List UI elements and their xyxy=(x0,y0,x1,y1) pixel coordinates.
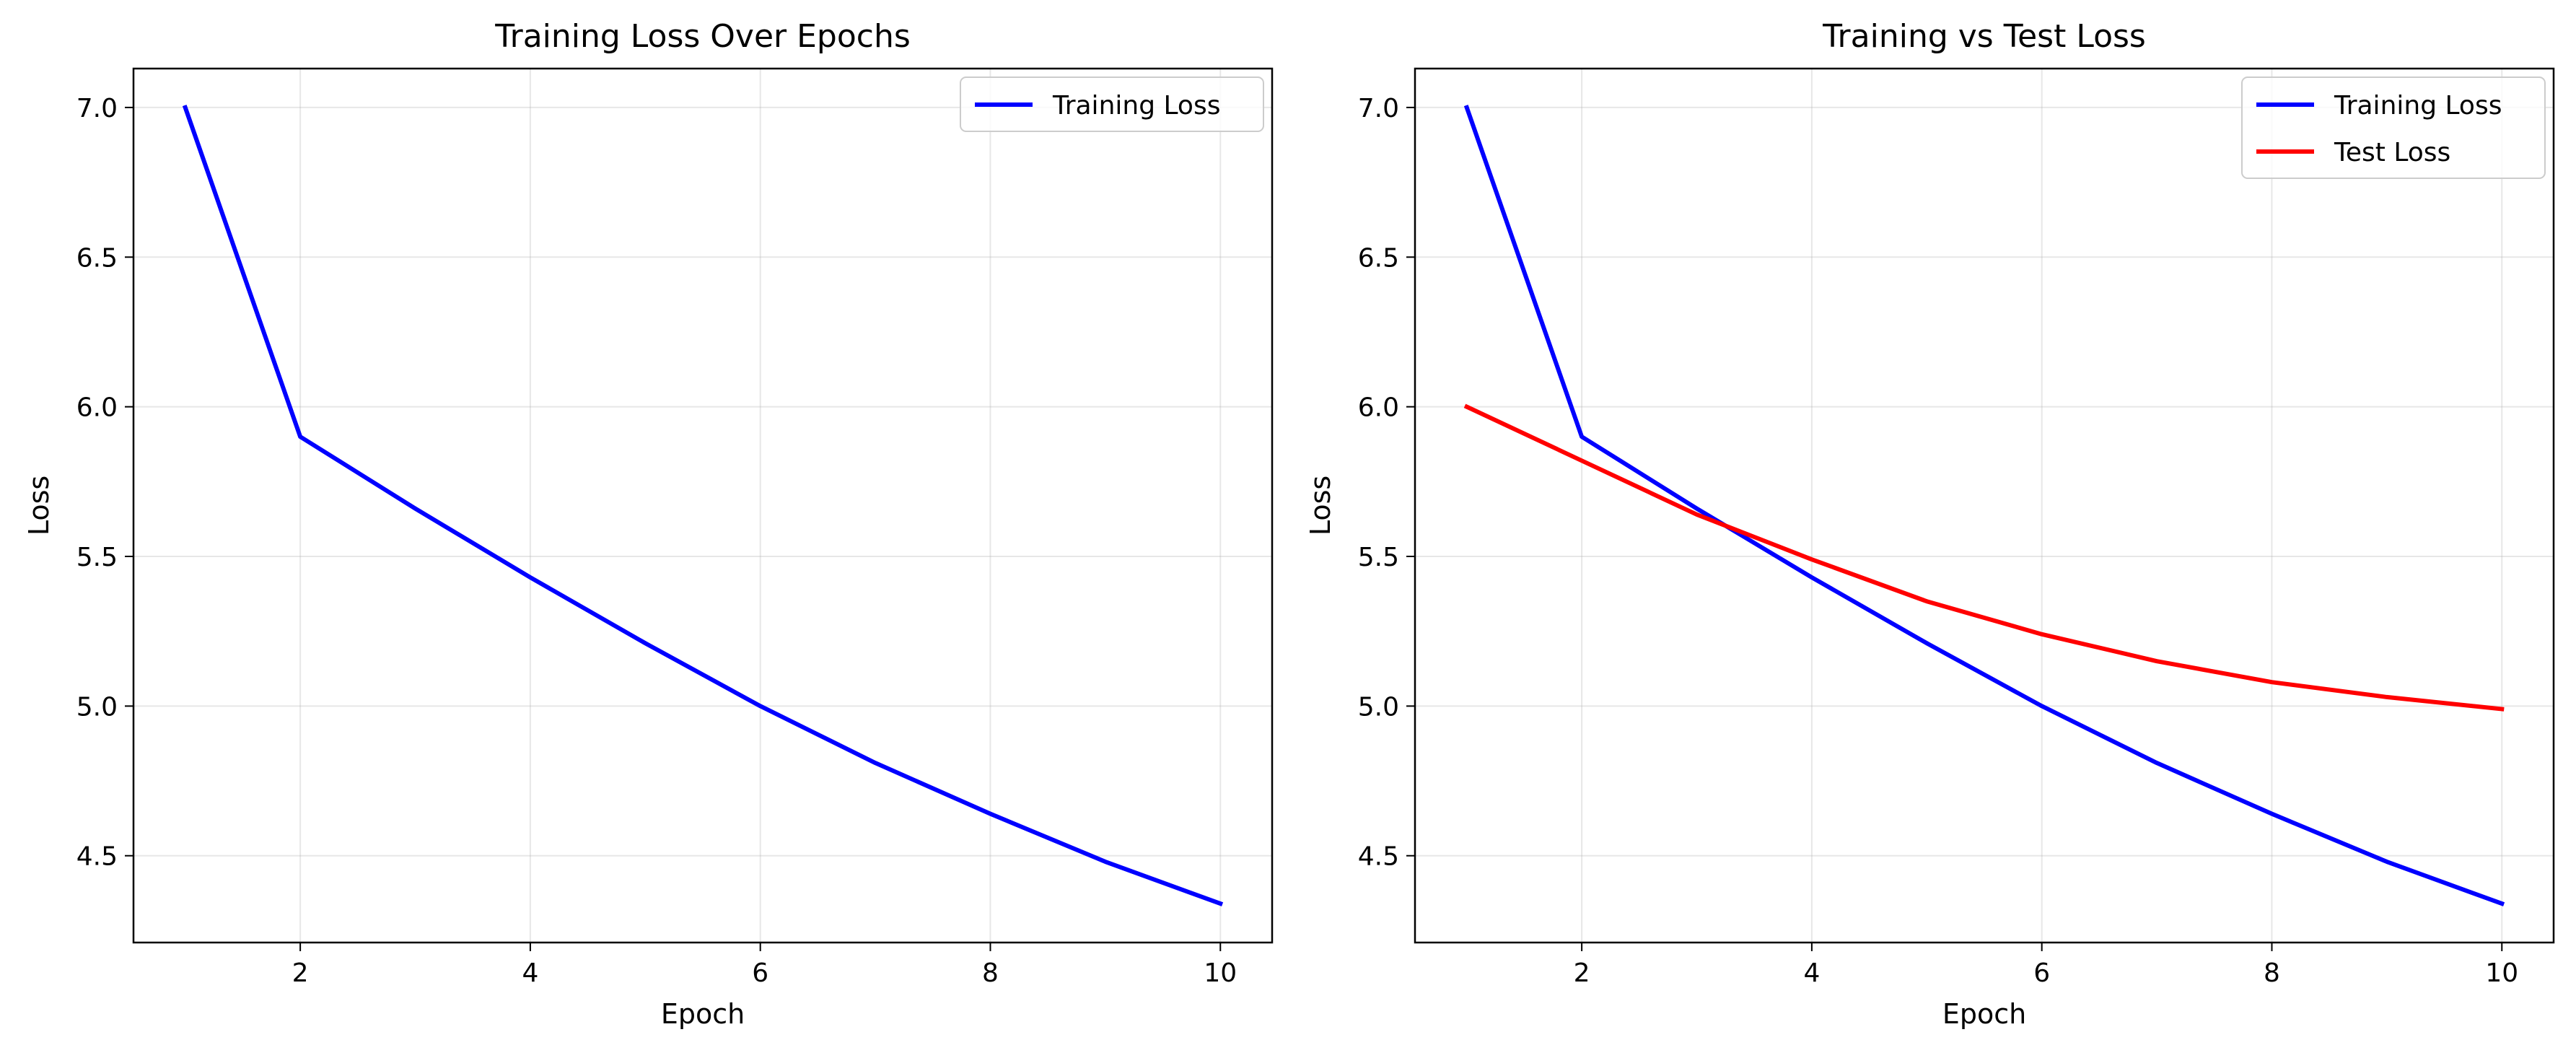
y-axis-label: Loss xyxy=(23,476,55,535)
right-chart-panel: 2 4 6 8 10 4.5 5.0 5.5 6.0 6.5 7.0 Training vs Test… xyxy=(1305,18,2555,1030)
legend-box xyxy=(960,76,1264,132)
legend-label: Test Loss xyxy=(2334,138,2450,167)
chart-title: Training vs Test Loss xyxy=(1822,18,2146,55)
legend: Training Loss Test Loss xyxy=(2241,76,2546,179)
legend-box xyxy=(2241,76,2546,179)
series-line-training-loss xyxy=(1463,105,2505,906)
x-tick-label: 10 xyxy=(2485,958,2518,988)
x-tick-label: 2 xyxy=(1574,958,1590,988)
y-tick-label: 7.0 xyxy=(76,94,118,123)
y-tick-label: 6.5 xyxy=(1358,243,1399,273)
x-tick-label: 10 xyxy=(1204,958,1237,988)
y-tick-label: 5.5 xyxy=(1358,543,1399,572)
y-tick-label: 6.0 xyxy=(1358,393,1399,423)
y-tick-label: 6.0 xyxy=(76,393,118,423)
x-tick-label: 6 xyxy=(752,958,768,988)
y-tick-label: 5.5 xyxy=(76,543,118,572)
series-line-test-loss xyxy=(1463,403,2505,712)
y-tick-label: 4.5 xyxy=(76,842,118,872)
y-tick-label: 4.5 xyxy=(1358,842,1399,872)
x-tick-label: 8 xyxy=(2264,958,2280,988)
y-tick-label: 7.0 xyxy=(1358,94,1399,123)
y-tick-label: 5.0 xyxy=(76,692,118,722)
x-tick-label: 4 xyxy=(1803,958,1820,988)
x-tick-label: 4 xyxy=(522,958,538,988)
axes-frame xyxy=(132,67,1274,944)
axes-frame xyxy=(1414,67,2555,944)
y-tick-label: 5.0 xyxy=(1358,692,1399,722)
legend-label: Training Loss xyxy=(2334,91,2502,121)
left-chart-panel: 2 4 6 8 10 4.5 5.0 5.5 6.0 6.5 7.0 Training Loss Ov… xyxy=(23,18,1274,1030)
y-tick-label: 6.5 xyxy=(76,243,118,273)
x-tick-label: 2 xyxy=(292,958,309,988)
x-tick-label: 8 xyxy=(982,958,999,988)
series-line-training-loss xyxy=(182,105,1224,906)
x-tick-label: 6 xyxy=(2033,958,2050,988)
y-axis-label: Loss xyxy=(1305,476,1336,535)
x-axis-label: Epoch xyxy=(1942,998,2026,1030)
chart-title: Training Loss Over Epochs xyxy=(494,18,911,55)
legend-label: Training Loss xyxy=(1052,91,1220,121)
x-axis-label: Epoch xyxy=(661,998,745,1030)
legend: Training Loss xyxy=(960,76,1264,132)
